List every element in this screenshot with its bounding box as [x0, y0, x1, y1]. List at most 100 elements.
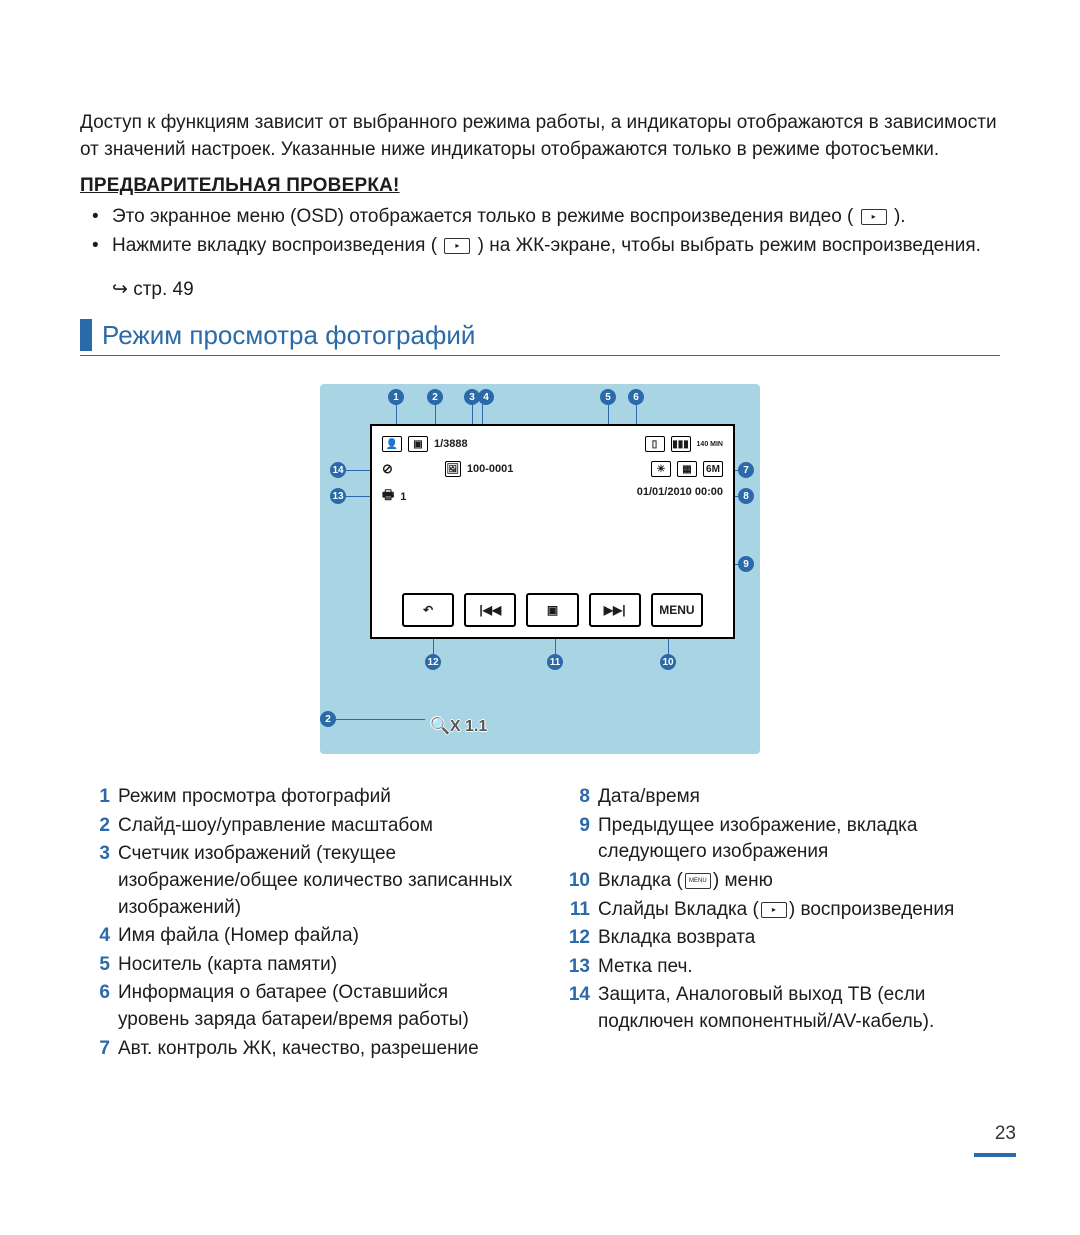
callout-9: 9: [738, 556, 754, 572]
section-bar: [80, 319, 92, 351]
callout-12: 12: [425, 654, 441, 670]
battery-icon: ▮▮▮: [671, 436, 691, 452]
legend-item: 12Вкладка возврата: [560, 925, 1000, 952]
callout-5: 5: [600, 389, 616, 405]
callout-line: [330, 719, 425, 720]
quality-icon: ▦: [677, 461, 697, 477]
lcd-screen: 👤 ▣ 1/3888 ▯ ▮▮▮ 140 MIN ⊘ 🖼 100-0001: [370, 424, 735, 639]
bullet-2: Нажмите вкладку воспроизведения ( ▸ ) на…: [80, 232, 1000, 261]
storage-icon: ▯: [645, 436, 665, 452]
print-icon: 🖶: [382, 486, 394, 508]
mode-icon: 👤: [382, 436, 402, 452]
protect-icon: ⊘: [382, 461, 393, 477]
legend-text: Режим просмотра фотографий: [118, 784, 391, 811]
image-counter: 1/3888: [434, 438, 468, 450]
legend-num: 14: [560, 982, 598, 1035]
menu-button[interactable]: MENU: [651, 593, 703, 627]
top-left-row: 👤 ▣ 1/3888: [382, 436, 468, 452]
legend-item: 14Защита, Аналоговый выход ТВ (если подк…: [560, 982, 1000, 1035]
bullet-2-text-b: ) на ЖК-экране, чтобы выбрать режим восп…: [478, 235, 981, 256]
legend-item: 7Авт. контроль ЖК, качество, разрешение: [80, 1036, 520, 1063]
row2-right: ☀ ▦ 6M: [651, 461, 723, 477]
legend-num: 10: [560, 868, 598, 895]
legend-text-a: Слайды Вкладка (: [598, 899, 759, 920]
intro-text: Доступ к функциям зависит от выбранного …: [80, 110, 1000, 163]
menu-inline-icon: MENU: [685, 873, 711, 889]
callout-4: 4: [478, 389, 494, 405]
legend-col-right: 8Дата/время 9Предыдущее изображение, вкл…: [560, 784, 1000, 1064]
callout-14: 14: [330, 462, 346, 478]
legend-text: Защита, Аналоговый выход ТВ (если подклю…: [598, 982, 1000, 1035]
legend-num: 13: [560, 954, 598, 981]
row3-left: 🖶 1: [382, 486, 406, 508]
play-inline-icon: ▸: [761, 902, 787, 918]
legend-item: 9Предыдущее изображение, вкладка следующ…: [560, 813, 1000, 866]
callout-13: 13: [330, 488, 346, 504]
diagram: 1 2 3 4 5 6 14 13 7 8 9 12 11 10 2 👤 ▣: [320, 384, 760, 754]
legend-item: 13Метка печ.: [560, 954, 1000, 981]
legend-text: Вкладка (MENU) меню: [598, 868, 773, 895]
legend-text: Предыдущее изображение, вкладка следующе…: [598, 813, 1000, 866]
lcd-auto-icon: ☀: [651, 461, 671, 477]
bullet-1-text-b: ).: [894, 206, 906, 227]
page-number-bar: [974, 1153, 1016, 1157]
legend-text: Слайд-шоу/управление масштабом: [118, 813, 433, 840]
back-button[interactable]: ↶: [402, 593, 454, 627]
callout-7: 7: [738, 462, 754, 478]
page-number: 23: [995, 1123, 1016, 1145]
row2-left: ⊘ 🖼 100-0001: [382, 461, 513, 477]
bullet-1: Это экранное меню (OSD) отображается тол…: [80, 203, 1000, 232]
next-button[interactable]: ▶▶|: [589, 593, 641, 627]
bullet-1-text-a: Это экранное меню (OSD) отображается тол…: [112, 206, 853, 227]
callout-10: 10: [660, 654, 676, 670]
legend-item: 10 Вкладка (MENU) меню: [560, 868, 1000, 895]
legend-num: 12: [560, 925, 598, 952]
legend-item: 5Носитель (карта памяти): [80, 952, 520, 979]
callout-2b: 2: [320, 711, 336, 727]
legend-item: 2Слайд-шоу/управление масштабом: [80, 813, 520, 840]
callout-1: 1: [388, 389, 404, 405]
page: Доступ к функциям зависит от выбранного …: [0, 0, 1080, 1235]
callout-11: 11: [547, 654, 563, 670]
legend-text-b: ) воспроизведения: [789, 899, 954, 920]
legend-num: 2: [80, 813, 118, 840]
datetime: 01/01/2010 00:00: [637, 486, 723, 498]
play-button[interactable]: ▣: [526, 593, 578, 627]
legend-col-left: 1Режим просмотра фотографий 2Слайд-шоу/у…: [80, 784, 520, 1064]
legend-num: 9: [560, 813, 598, 866]
battery-time: 140 MIN: [697, 441, 723, 448]
slideshow-icon: ▣: [408, 436, 428, 452]
filename: 100-0001: [467, 463, 514, 475]
legend-num: 7: [80, 1036, 118, 1063]
legend-text-b: ) меню: [713, 870, 773, 891]
callout-6: 6: [628, 389, 644, 405]
row3-right: 01/01/2010 00:00: [637, 486, 723, 498]
legend-text: Носитель (карта памяти): [118, 952, 337, 979]
section-header: Режим просмотра фотографий: [80, 319, 1000, 356]
prev-button[interactable]: |◀◀: [464, 593, 516, 627]
legend-text: Метка печ.: [598, 954, 693, 981]
top-right-row: ▯ ▮▮▮ 140 MIN: [645, 436, 723, 452]
button-bar: ↶ |◀◀ ▣ ▶▶| MENU: [402, 593, 703, 627]
callout-8: 8: [738, 488, 754, 504]
legend-text: Имя файла (Номер файла): [118, 923, 359, 950]
resolution-icon: 6M: [703, 461, 723, 477]
legend-text: Счетчик изображений (текущее изображение…: [118, 841, 520, 921]
play-mode-icon: ▸: [861, 209, 887, 225]
legend-num: 3: [80, 841, 118, 921]
legend-num: 4: [80, 923, 118, 950]
legend-item: 6Информация о батарее (Оставшийся уровен…: [80, 980, 520, 1033]
legend-num: 6: [80, 980, 118, 1033]
diagram-wrap: 1 2 3 4 5 6 14 13 7 8 9 12 11 10 2 👤 ▣: [80, 384, 1000, 754]
legend-text-a: Вкладка (: [598, 870, 683, 891]
print-count: 1: [400, 491, 406, 503]
legend-item: 3Счетчик изображений (текущее изображени…: [80, 841, 520, 921]
legend-text: Слайды Вкладка (▸) воспроизведения: [598, 897, 954, 924]
page-ref: ↪ стр. 49: [80, 278, 1000, 301]
legend-item: 11 Слайды Вкладка (▸) воспроизведения: [560, 897, 1000, 924]
file-icon: 🖼: [445, 461, 461, 477]
legend: 1Режим просмотра фотографий 2Слайд-шоу/у…: [80, 784, 1000, 1064]
section-title: Режим просмотра фотографий: [102, 320, 475, 351]
legend-text: Вкладка возврата: [598, 925, 755, 952]
legend-text: Информация о батарее (Оставшийся уровень…: [118, 980, 520, 1033]
